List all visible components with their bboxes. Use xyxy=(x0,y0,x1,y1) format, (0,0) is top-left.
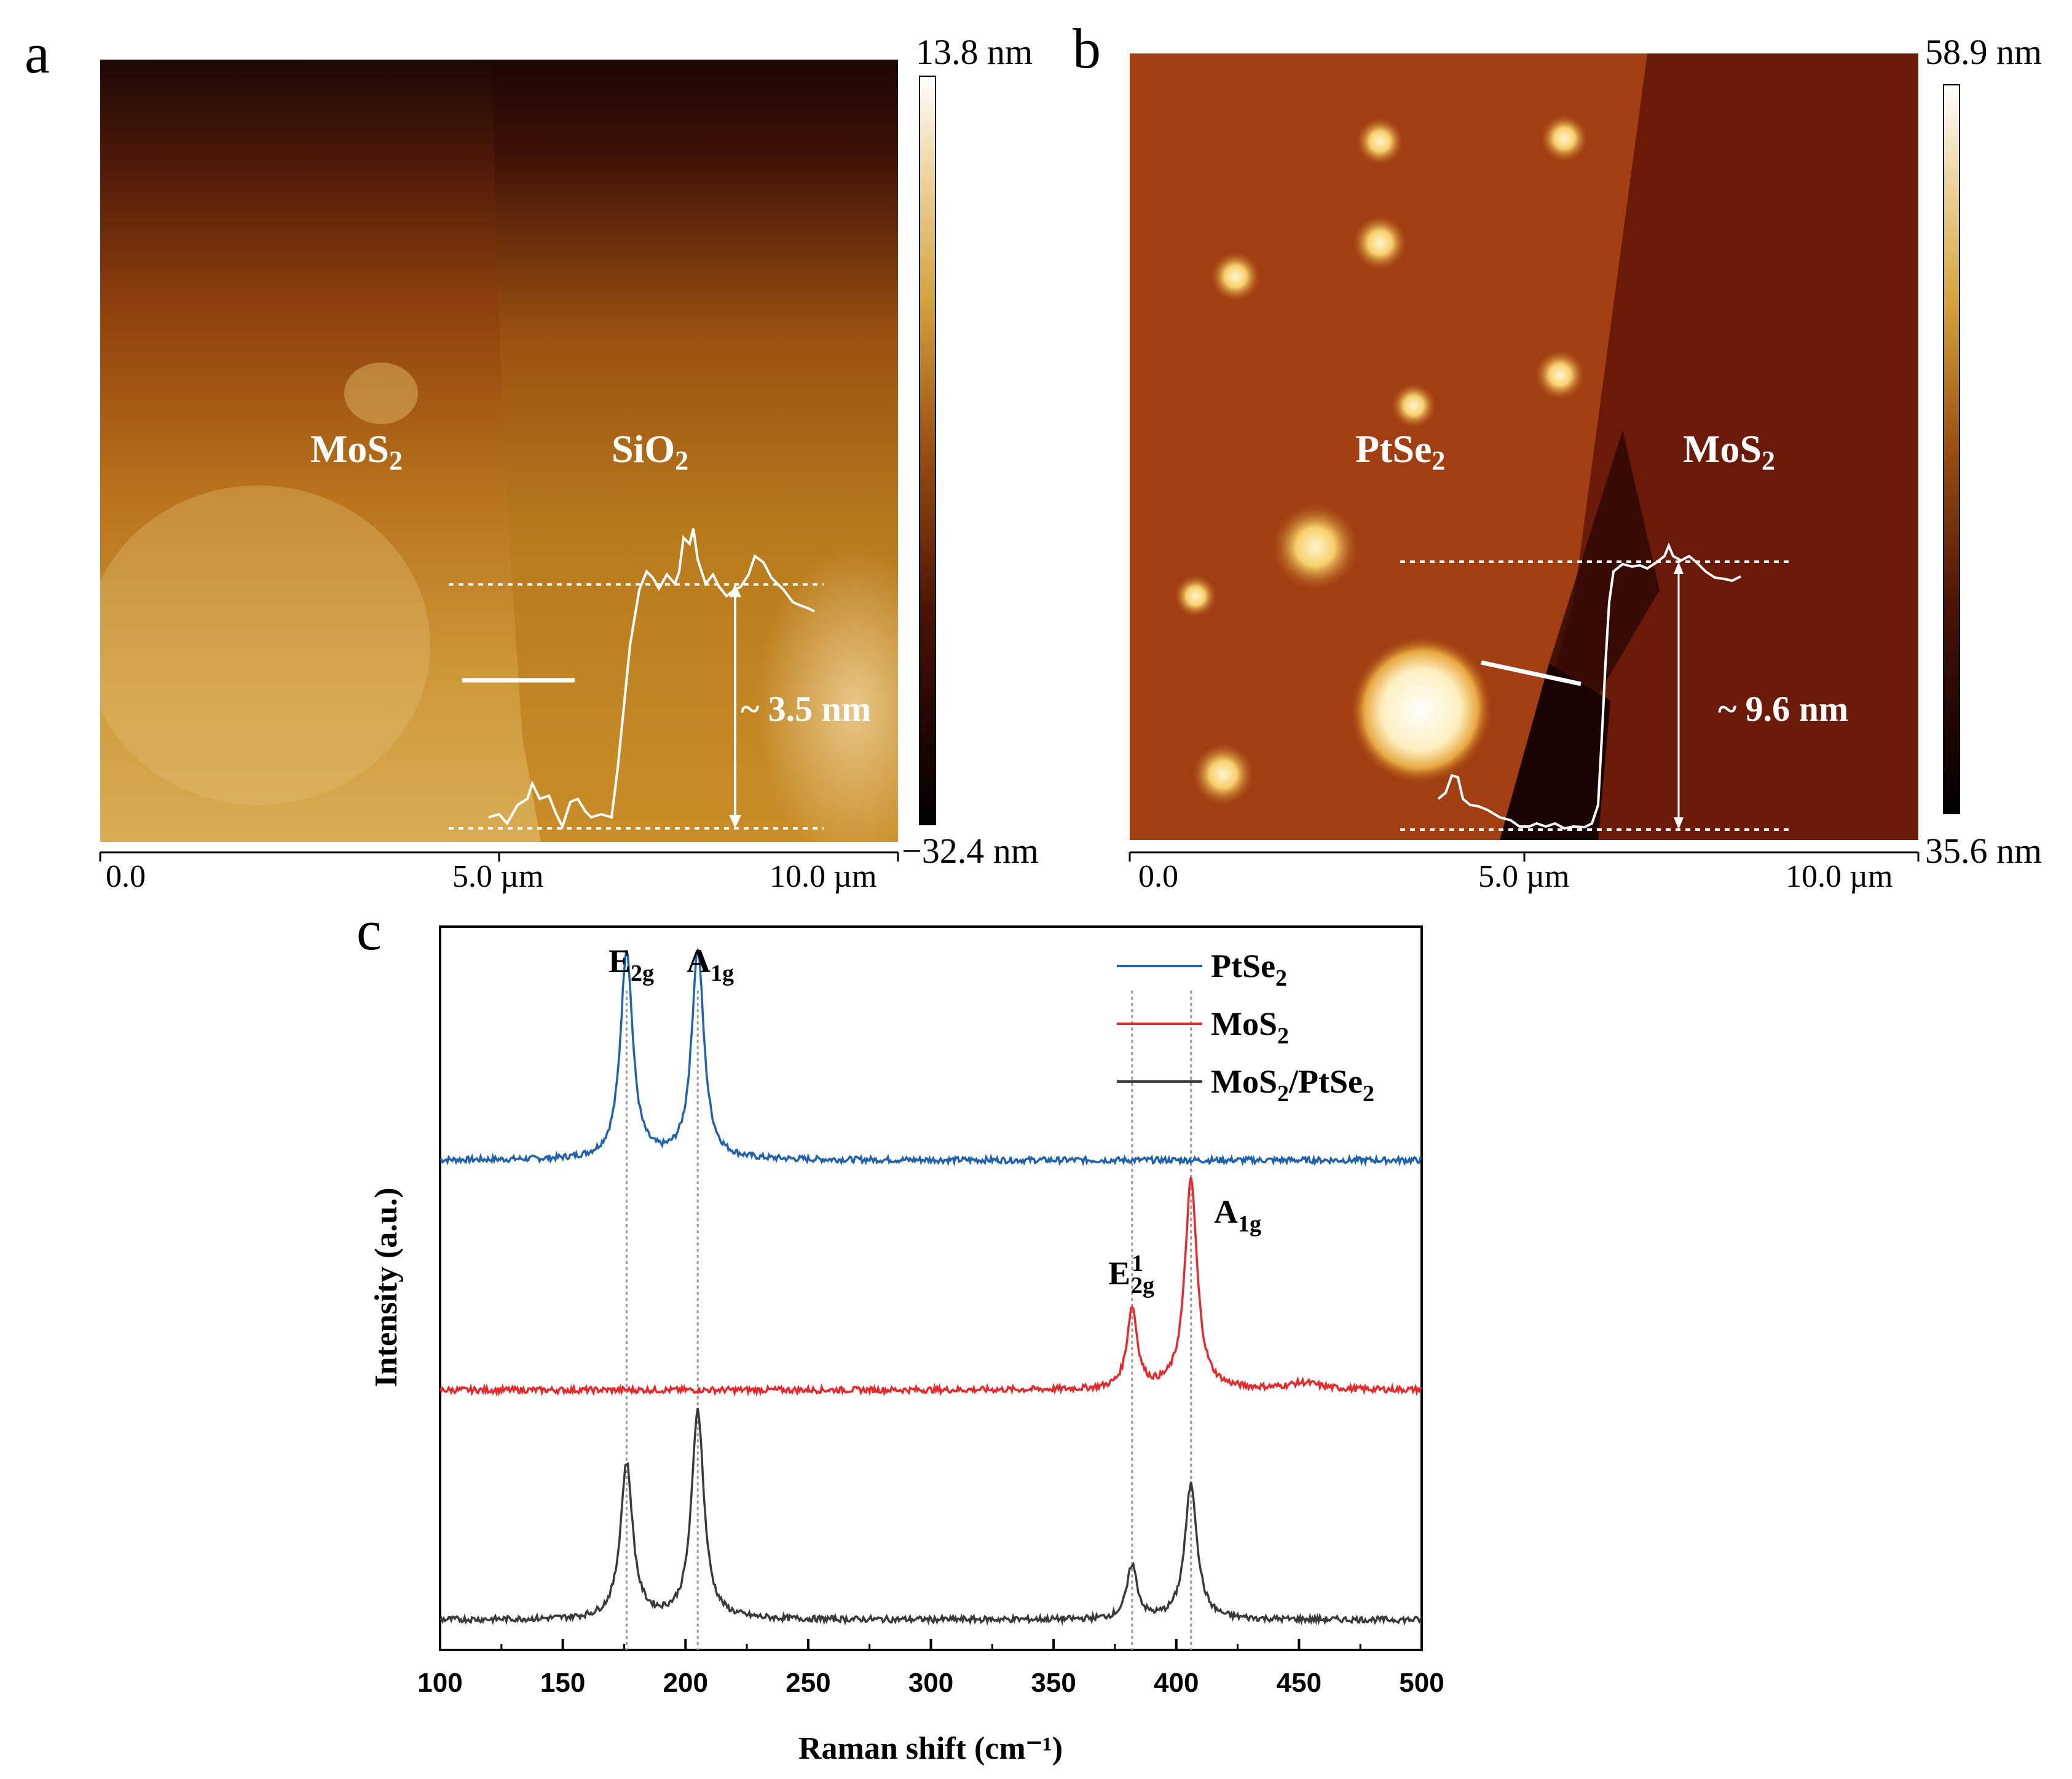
panel-a-height-label: ~ 3.5 nm xyxy=(741,689,871,729)
raman-series xyxy=(439,947,1423,1626)
panel-b-colorbar-min: 35.6 nm xyxy=(1925,831,2042,871)
peak-label-e2g: E2g xyxy=(609,943,654,986)
panel-b-tick-5: 5.0 µm xyxy=(1478,859,1569,894)
panel-b-label-mos2: MoS2 xyxy=(1683,427,1775,476)
panel-a-letter: a xyxy=(25,22,50,85)
peak-label-a1g-mos2: A1g xyxy=(1214,1193,1261,1237)
raman-x-axis-label: Raman shift (cm⁻¹) xyxy=(798,1731,1063,1766)
panel-c: c 100 150 200 250 300 350 400 450 500 E2g A1g E1… xyxy=(356,899,1444,1766)
panel-a-tick-5: 5.0 µm xyxy=(452,859,543,894)
panel-b-afm-image xyxy=(1130,53,1918,840)
panel-a-height-profile xyxy=(488,528,815,830)
panel-a-colorbar xyxy=(919,76,936,825)
x-tick-label-1: 150 xyxy=(540,1668,585,1698)
panel-a: a MoS2 SiO2 ~ 3.5 nm 13.8 nm −32.4 nm 0.… xyxy=(25,22,1039,894)
series-line-0 xyxy=(439,947,1422,1167)
panel-b-colorbar-max: 58.9 nm xyxy=(1925,32,2042,72)
peak-label-a1g: A1g xyxy=(687,943,734,986)
series-line-1 xyxy=(439,1177,1422,1397)
x-tick-label-6: 400 xyxy=(1154,1668,1199,1698)
raman-legend: PtSe2 MoS2 MoS2/PtSe2 xyxy=(1117,948,1374,1107)
panel-b: b PtSe2 MoS2 ~ 9.6 nm 58. xyxy=(1073,17,2042,894)
series-line-2 xyxy=(439,1408,1423,1626)
x-tick-label-2: 200 xyxy=(663,1668,708,1698)
peak-label-e12g: E1 2g xyxy=(1108,1251,1154,1298)
legend-label-ptse2: PtSe2 xyxy=(1211,948,1287,991)
x-tick-label-8: 500 xyxy=(1399,1668,1444,1698)
panel-b-scan-line xyxy=(1481,660,1582,686)
panel-a-afm-image xyxy=(100,60,898,842)
panel-b-tick-0: 0.0 xyxy=(1138,859,1178,894)
panel-b-label-ptse2: PtSe2 xyxy=(1355,427,1445,476)
legend-label-mos2: MoS2 xyxy=(1211,1005,1289,1049)
panel-a-colorbar-min: −32.4 nm xyxy=(902,831,1039,871)
panel-b-colorbar xyxy=(1943,84,1960,814)
panel-a-colorbar-max: 13.8 nm xyxy=(916,32,1033,72)
panel-b-height-profile xyxy=(1437,542,1741,830)
legend-label-hetero: MoS2/PtSe2 xyxy=(1211,1063,1374,1107)
peak-reference-lines xyxy=(625,991,1192,1650)
panel-a-tick-10: 10.0 µm xyxy=(770,859,876,894)
panel-a-label-mos2: MoS2 xyxy=(310,427,403,476)
x-tick-label-4: 300 xyxy=(908,1668,953,1698)
x-tick-label-0: 100 xyxy=(417,1668,462,1698)
x-tick-label-5: 350 xyxy=(1031,1668,1076,1698)
panel-c-letter: c xyxy=(356,899,382,962)
panel-b-height-label: ~ 9.6 nm xyxy=(1718,689,1848,729)
panel-b-tick-10: 10.0 µm xyxy=(1786,859,1893,894)
raman-x-ticks: 100 150 200 250 300 350 400 450 500 xyxy=(417,1639,1444,1698)
x-tick-label-7: 450 xyxy=(1277,1668,1322,1698)
panel-a-label-sio2: SiO2 xyxy=(612,427,688,476)
x-tick-label-3: 250 xyxy=(786,1668,830,1698)
raman-y-axis-label: Intensity (a.u.) xyxy=(369,1187,404,1387)
panel-b-letter: b xyxy=(1073,17,1101,80)
panel-a-tick-0: 0.0 xyxy=(106,859,146,894)
